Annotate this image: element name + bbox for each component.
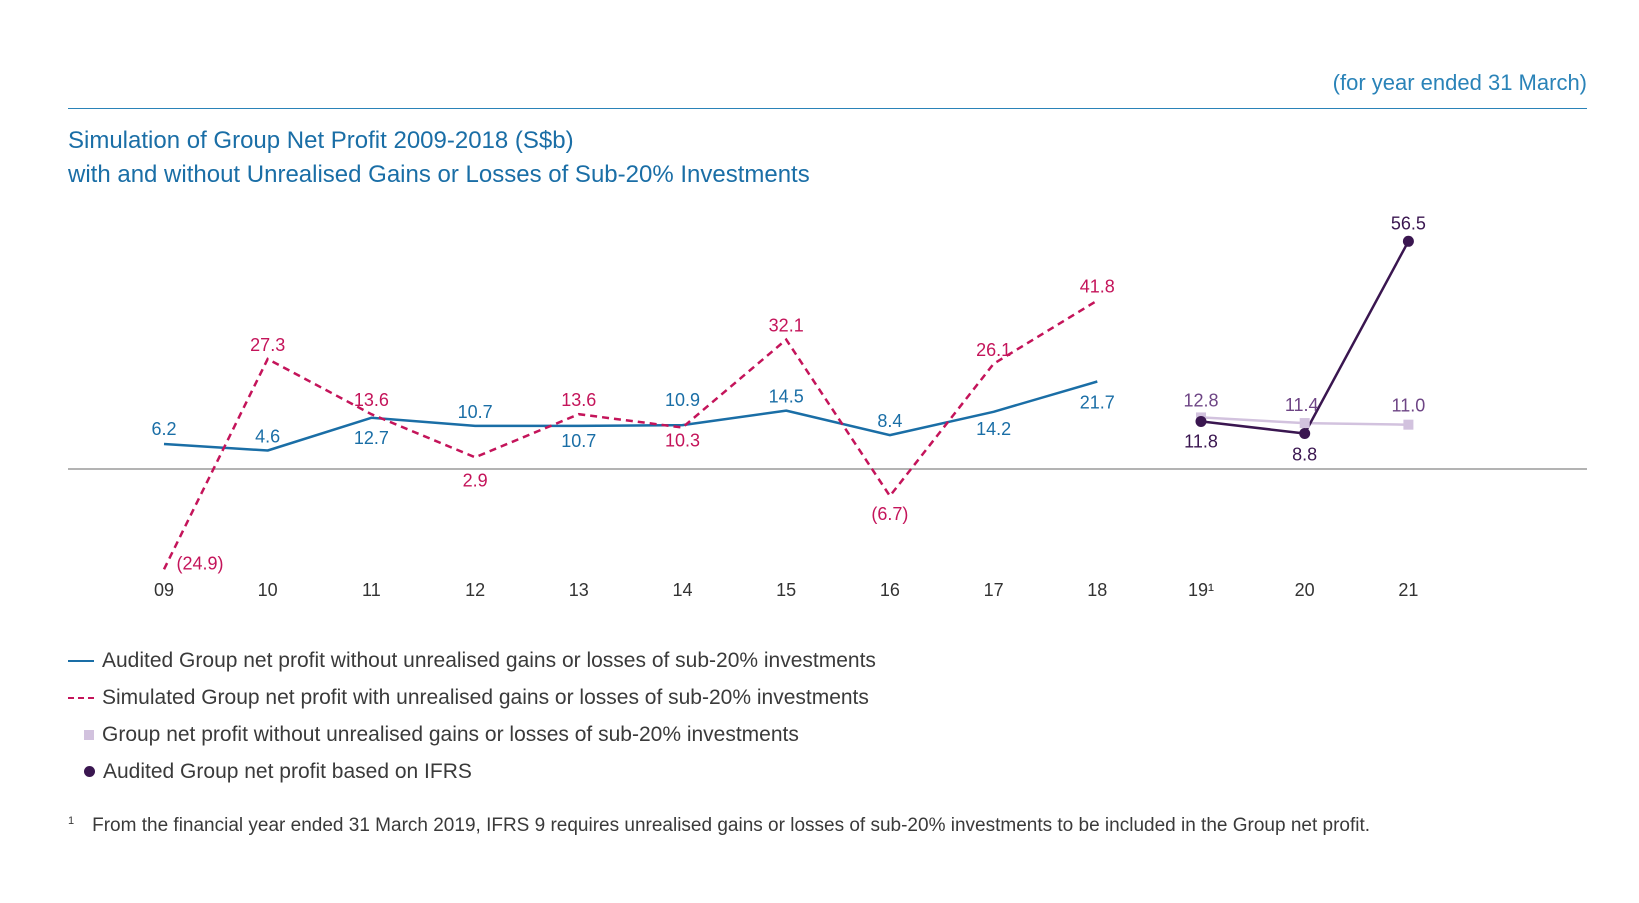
chart-title-line-1: Simulation of Group Net Profit 2009-2018… (68, 127, 574, 154)
data-label-simulated: 13.6 (561, 390, 596, 410)
data-label-ifrs-without: 12.8 (1183, 390, 1218, 410)
x-tick-label: 14 (672, 580, 692, 600)
data-label-audited: 10.7 (458, 402, 493, 422)
x-tick-label: 21 (1398, 580, 1418, 600)
data-label-audited: 21.7 (1080, 393, 1115, 413)
period-note: (for year ended 31 March) (1332, 70, 1587, 95)
series-simulated-line (162, 299, 1098, 570)
data-label-simulated: (24.9) (176, 553, 223, 573)
data-label-simulated: 13.6 (354, 390, 389, 410)
data-label-audited: 14.5 (769, 387, 804, 407)
legend-item-simulated: Simulated Group net profit with unrealis… (68, 679, 876, 716)
legend-label-audited: Audited Group net profit without unreali… (102, 648, 876, 672)
data-label-ifrs-audited: 56.5 (1391, 213, 1426, 233)
data-label-audited: 6.2 (151, 419, 176, 439)
data-label-simulated: 32.1 (769, 316, 804, 336)
data-label-audited: 14.2 (976, 419, 1011, 439)
ifrs-without-square-marker (1299, 418, 1310, 429)
data-label-audited: 8.4 (877, 411, 902, 431)
x-tick-label: 10 (258, 580, 278, 600)
ifrs-audited-dot-marker (1299, 428, 1311, 440)
chart-title: Simulation of Group Net Profit 2009-2018… (68, 124, 810, 192)
x-tick-label: 12 (465, 580, 485, 600)
data-label-ifrs-without: 11.4 (1285, 395, 1319, 415)
legend: Audited Group net profit without unreali… (68, 642, 876, 790)
data-label-simulated: (6.7) (871, 504, 908, 524)
legend-square-swatch (84, 729, 94, 740)
x-tick-label: 17 (984, 580, 1004, 600)
ifrs-audited-dot-marker (1195, 415, 1207, 427)
data-label-ifrs-without: 11.0 (1392, 396, 1426, 416)
header-rule (68, 108, 1587, 109)
data-label-simulated: 41.8 (1080, 277, 1115, 297)
legend-dashed-line-swatch (68, 696, 94, 699)
legend-solid-line-swatch (68, 659, 94, 662)
chart-title-line-2: with and without Unrealised Gains or Los… (68, 161, 810, 188)
legend-dot-swatch (84, 766, 95, 777)
data-label-audited: 10.7 (561, 431, 596, 451)
x-tick-label: 18 (1087, 580, 1107, 600)
ifrs-audited-dot-marker (1402, 235, 1414, 247)
legend-label-ifrs-audited: Audited Group net profit based on IFRS (103, 759, 472, 783)
data-label-audited: 10.9 (665, 390, 700, 410)
data-label-ifrs-audited: 8.8 (1292, 445, 1317, 465)
data-label-simulated: 26.1 (976, 340, 1011, 360)
data-label-audited: 4.6 (255, 426, 280, 446)
legend-label-ifrs-without: Group net profit without unrealised gain… (102, 722, 799, 746)
x-tick-label: 11 (362, 580, 381, 600)
x-tick-label: 09 (154, 580, 174, 600)
series-audited-line (163, 380, 1098, 452)
data-label-audited: 12.7 (354, 428, 389, 448)
x-tick-label: 19¹ (1188, 580, 1214, 600)
legend-item-ifrs-audited: Audited Group net profit based on IFRS (68, 753, 876, 790)
x-tick-label: 13 (569, 580, 589, 600)
legend-item-audited: Audited Group net profit without unreali… (68, 642, 876, 679)
ifrs-without-square-marker (1403, 419, 1414, 430)
data-label-ifrs-audited: 11.8 (1184, 431, 1218, 451)
x-tick-label: 20 (1295, 580, 1315, 600)
legend-item-ifrs-without: Group net profit without unrealised gain… (68, 716, 876, 753)
x-tick-label: 15 (776, 580, 796, 600)
legend-label-simulated: Simulated Group net profit with unrealis… (102, 685, 869, 709)
data-label-simulated: 10.3 (665, 430, 700, 450)
data-label-simulated: 2.9 (463, 470, 488, 490)
footnote-marker: 1 (68, 815, 75, 827)
footnote: 1 From the financial year ended 31 March … (68, 815, 1370, 837)
x-tick-label: 16 (880, 580, 900, 600)
data-label-simulated: 27.3 (250, 335, 285, 355)
footnote-text: From the financial year ended 31 March 2… (92, 815, 1371, 836)
